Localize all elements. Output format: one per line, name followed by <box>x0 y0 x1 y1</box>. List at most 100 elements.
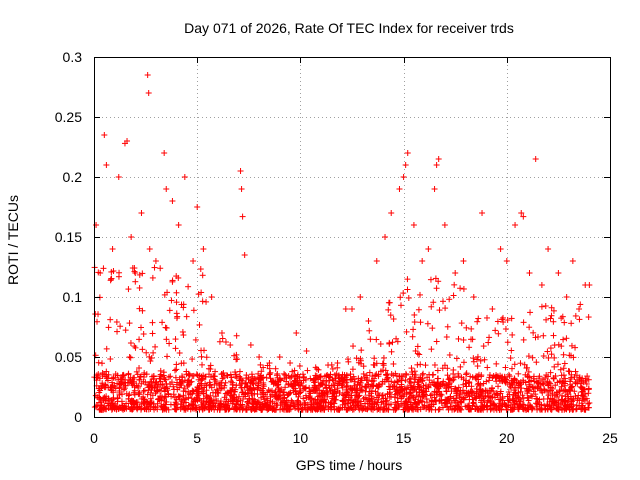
data-point <box>198 353 205 360</box>
data-point <box>444 323 451 330</box>
data-point <box>106 400 113 407</box>
data-point <box>296 363 303 370</box>
data-point <box>174 313 181 320</box>
data-point <box>182 395 189 402</box>
data-point <box>127 340 134 347</box>
data-point <box>545 373 552 380</box>
data-point <box>170 383 177 390</box>
x-tick-label: 0 <box>90 430 98 446</box>
data-point <box>422 362 429 369</box>
data-point <box>227 387 234 394</box>
data-point <box>281 370 288 377</box>
data-point <box>266 365 273 372</box>
data-point <box>435 156 442 162</box>
data-point <box>120 371 127 378</box>
data-point <box>212 393 219 400</box>
data-point <box>107 316 114 323</box>
data-point <box>405 294 412 301</box>
data-point <box>164 353 171 360</box>
data-point <box>189 401 196 408</box>
data-point <box>572 368 579 375</box>
data-point <box>474 318 481 325</box>
data-point <box>199 272 206 279</box>
data-point <box>489 306 496 312</box>
data-point <box>431 186 438 192</box>
data-point <box>189 356 196 363</box>
chart-title: Day 071 of 2026, Rate Of TEC Index for r… <box>184 20 514 36</box>
data-point <box>526 324 533 331</box>
data-point <box>425 246 432 252</box>
data-point <box>172 345 179 352</box>
y-tick-label: 0.05 <box>55 349 82 365</box>
data-point <box>213 386 220 393</box>
data-point <box>219 335 226 342</box>
data-point <box>145 90 152 96</box>
data-point <box>563 294 570 300</box>
data-point <box>470 294 477 300</box>
data-point <box>166 340 173 347</box>
data-point <box>267 388 274 395</box>
data-point <box>520 395 527 402</box>
data-point <box>197 266 204 273</box>
data-point <box>411 368 418 375</box>
data-point <box>400 174 407 180</box>
data-point <box>140 388 147 395</box>
data-point <box>585 404 592 411</box>
data-point <box>529 393 536 400</box>
data-point <box>584 373 591 380</box>
data-point <box>339 377 346 384</box>
data-point <box>428 346 435 353</box>
data-point <box>115 174 122 180</box>
data-point <box>542 375 549 382</box>
data-point <box>139 346 146 353</box>
data-point <box>280 395 287 402</box>
data-point <box>165 390 172 397</box>
data-point <box>226 405 233 412</box>
data-point <box>470 355 477 362</box>
data-point <box>435 278 442 285</box>
data-point <box>159 319 166 326</box>
data-point <box>586 282 593 288</box>
data-point <box>433 389 440 396</box>
data-point <box>550 307 557 314</box>
data-point <box>427 276 434 283</box>
x-axis-label: GPS time / hours <box>296 457 403 473</box>
data-point <box>412 347 419 354</box>
data-point <box>282 384 289 391</box>
data-point <box>446 296 453 303</box>
data-point <box>199 298 206 305</box>
data-point <box>390 360 397 367</box>
data-point <box>328 361 335 368</box>
data-point <box>304 367 311 374</box>
data-point <box>453 355 460 362</box>
data-point <box>335 380 342 387</box>
data-point <box>219 375 226 382</box>
data-point <box>243 383 250 390</box>
data-point <box>110 267 117 274</box>
data-point <box>511 361 518 368</box>
data-point <box>366 327 373 334</box>
data-point <box>123 390 130 397</box>
data-point <box>547 345 554 352</box>
data-point <box>520 336 527 343</box>
data-point <box>257 361 264 368</box>
data-point <box>180 392 187 399</box>
data-point <box>386 339 393 346</box>
data-point <box>424 320 431 327</box>
data-point <box>551 363 558 370</box>
data-point <box>125 370 132 377</box>
data-point <box>404 286 411 293</box>
data-point <box>372 388 379 395</box>
data-point <box>486 334 493 341</box>
data-point <box>357 294 364 300</box>
data-point <box>247 342 254 348</box>
data-point <box>366 369 373 376</box>
x-tick-label: 25 <box>602 430 618 446</box>
data-point <box>360 363 367 370</box>
data-point <box>267 398 274 405</box>
data-point <box>134 371 141 378</box>
data-point <box>136 376 143 383</box>
data-point <box>141 371 148 378</box>
data-point <box>287 360 294 366</box>
data-point <box>144 72 151 78</box>
